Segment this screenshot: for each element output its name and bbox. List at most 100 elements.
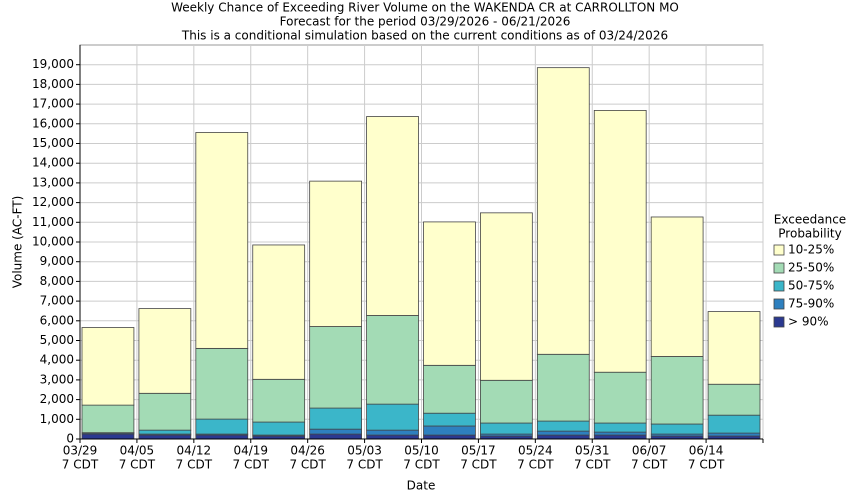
bar-segment bbox=[252, 244, 306, 380]
x-tick-label: 04/19 bbox=[233, 444, 268, 458]
y-tick-label: 5,000 bbox=[40, 333, 74, 347]
bar-segment bbox=[195, 418, 249, 435]
bar-segment bbox=[593, 371, 647, 424]
bar-segment bbox=[138, 392, 192, 431]
bar-segment bbox=[195, 347, 249, 420]
legend-swatch bbox=[773, 244, 785, 256]
y-tick-label: 7,000 bbox=[40, 294, 74, 308]
bar-segment bbox=[309, 326, 362, 409]
x-tick-label: 04/05 bbox=[120, 444, 155, 458]
bar-segment bbox=[593, 422, 647, 433]
legend-swatch bbox=[773, 280, 785, 292]
bar-segment bbox=[593, 110, 647, 373]
y-tick-label: 18,000 bbox=[32, 77, 74, 91]
bar-segment bbox=[423, 412, 476, 427]
bar-segment bbox=[309, 433, 362, 440]
bar-segment bbox=[593, 431, 647, 436]
x-tick-sublabel: 7 CDT bbox=[688, 458, 725, 472]
x-tick-sublabel: 7 CDT bbox=[176, 458, 213, 472]
x-tick-label: 04/26 bbox=[290, 444, 325, 458]
bar-segment bbox=[138, 308, 192, 394]
bar-segment bbox=[536, 420, 590, 432]
legend-label: 75-90% bbox=[788, 297, 834, 311]
x-tick-sublabel: 7 CDT bbox=[574, 458, 611, 472]
bar-segment bbox=[536, 353, 590, 422]
x-tick-sublabel: 7 CDT bbox=[517, 458, 554, 472]
x-tick-label: 05/17 bbox=[461, 444, 496, 458]
bar-segment bbox=[309, 180, 362, 327]
y-tick-label: 6,000 bbox=[40, 313, 74, 327]
bar-segment bbox=[309, 407, 362, 430]
legend-label: 50-75% bbox=[788, 279, 834, 293]
bar-segment bbox=[650, 356, 704, 425]
bar-segment bbox=[423, 434, 476, 440]
y-tick-label: 0 bbox=[66, 432, 74, 446]
bar-segment bbox=[138, 429, 192, 435]
bar-segment bbox=[423, 221, 476, 366]
bar-segment bbox=[650, 216, 704, 357]
bar-segment bbox=[195, 434, 249, 440]
x-tick-sublabel: 7 CDT bbox=[631, 458, 668, 472]
x-tick-sublabel: 7 CDT bbox=[62, 458, 99, 472]
y-tick-label: 4,000 bbox=[40, 353, 74, 367]
chart-subtitle: Forecast for the period 03/29/2026 - 06/… bbox=[280, 15, 571, 29]
bar-segment bbox=[81, 327, 135, 406]
x-tick-label: 04/12 bbox=[177, 444, 212, 458]
x-tick-label: 05/10 bbox=[404, 444, 439, 458]
bar-segment bbox=[81, 404, 135, 434]
bar-segment bbox=[536, 430, 590, 436]
bar-segment bbox=[366, 434, 419, 440]
bar-segment bbox=[707, 414, 761, 434]
y-tick-label: 12,000 bbox=[32, 195, 74, 209]
x-tick-label: 06/14 bbox=[689, 444, 724, 458]
legend-label: 10-25% bbox=[788, 243, 834, 257]
bar-segment bbox=[252, 421, 306, 436]
bar-segment bbox=[707, 311, 761, 385]
legend-label: > 90% bbox=[788, 315, 829, 329]
legend-swatch bbox=[773, 298, 785, 310]
x-tick-label: 03/29 bbox=[63, 444, 98, 458]
bar-segment bbox=[423, 364, 476, 414]
x-tick-sublabel: 7 CDT bbox=[460, 458, 497, 472]
y-axis-label: Volume (AC-FT) bbox=[11, 196, 25, 289]
bar-segment bbox=[707, 432, 761, 437]
legend-swatch bbox=[773, 262, 785, 274]
y-tick-label: 3,000 bbox=[40, 372, 74, 386]
y-tick-label: 17,000 bbox=[32, 97, 74, 111]
y-tick-label: 16,000 bbox=[32, 116, 74, 130]
y-tick-label: 19,000 bbox=[32, 57, 74, 71]
y-tick-label: 10,000 bbox=[32, 235, 74, 249]
bar-segment bbox=[366, 315, 419, 405]
bar-segment bbox=[707, 383, 761, 416]
x-tick-label: 05/24 bbox=[518, 444, 553, 458]
bar-segment bbox=[650, 423, 704, 435]
y-tick-label: 13,000 bbox=[32, 175, 74, 189]
bar-segment bbox=[423, 425, 476, 436]
bar-segment bbox=[195, 132, 249, 349]
y-tick-label: 14,000 bbox=[32, 156, 74, 170]
legend-swatch bbox=[773, 316, 785, 328]
x-tick-sublabel: 7 CDT bbox=[233, 458, 270, 472]
bar-segment bbox=[138, 434, 192, 440]
bar-segment bbox=[480, 379, 533, 424]
bar-segment bbox=[536, 434, 590, 440]
x-tick-sublabel: 7 CDT bbox=[119, 458, 156, 472]
chart-title: Weekly Chance of Exceeding River Volume … bbox=[171, 1, 679, 15]
y-tick-label: 8,000 bbox=[40, 274, 74, 288]
x-tick-sublabel: 7 CDT bbox=[346, 458, 383, 472]
bar-segment bbox=[366, 403, 419, 431]
legend-title: Exceedance bbox=[774, 213, 846, 227]
y-tick-label: 15,000 bbox=[32, 136, 74, 150]
x-tick-sublabel: 7 CDT bbox=[289, 458, 326, 472]
x-tick-label: 06/07 bbox=[632, 444, 667, 458]
bar-segment bbox=[480, 212, 533, 381]
x-tick-label: 05/31 bbox=[575, 444, 610, 458]
y-tick-label: 9,000 bbox=[40, 254, 74, 268]
x-tick-label: 05/03 bbox=[347, 444, 382, 458]
bar-segment bbox=[480, 422, 533, 435]
y-tick-label: 11,000 bbox=[32, 215, 74, 229]
bar-segment bbox=[252, 378, 306, 423]
bar-segment bbox=[366, 429, 419, 436]
legend-title: Probability bbox=[778, 227, 841, 241]
